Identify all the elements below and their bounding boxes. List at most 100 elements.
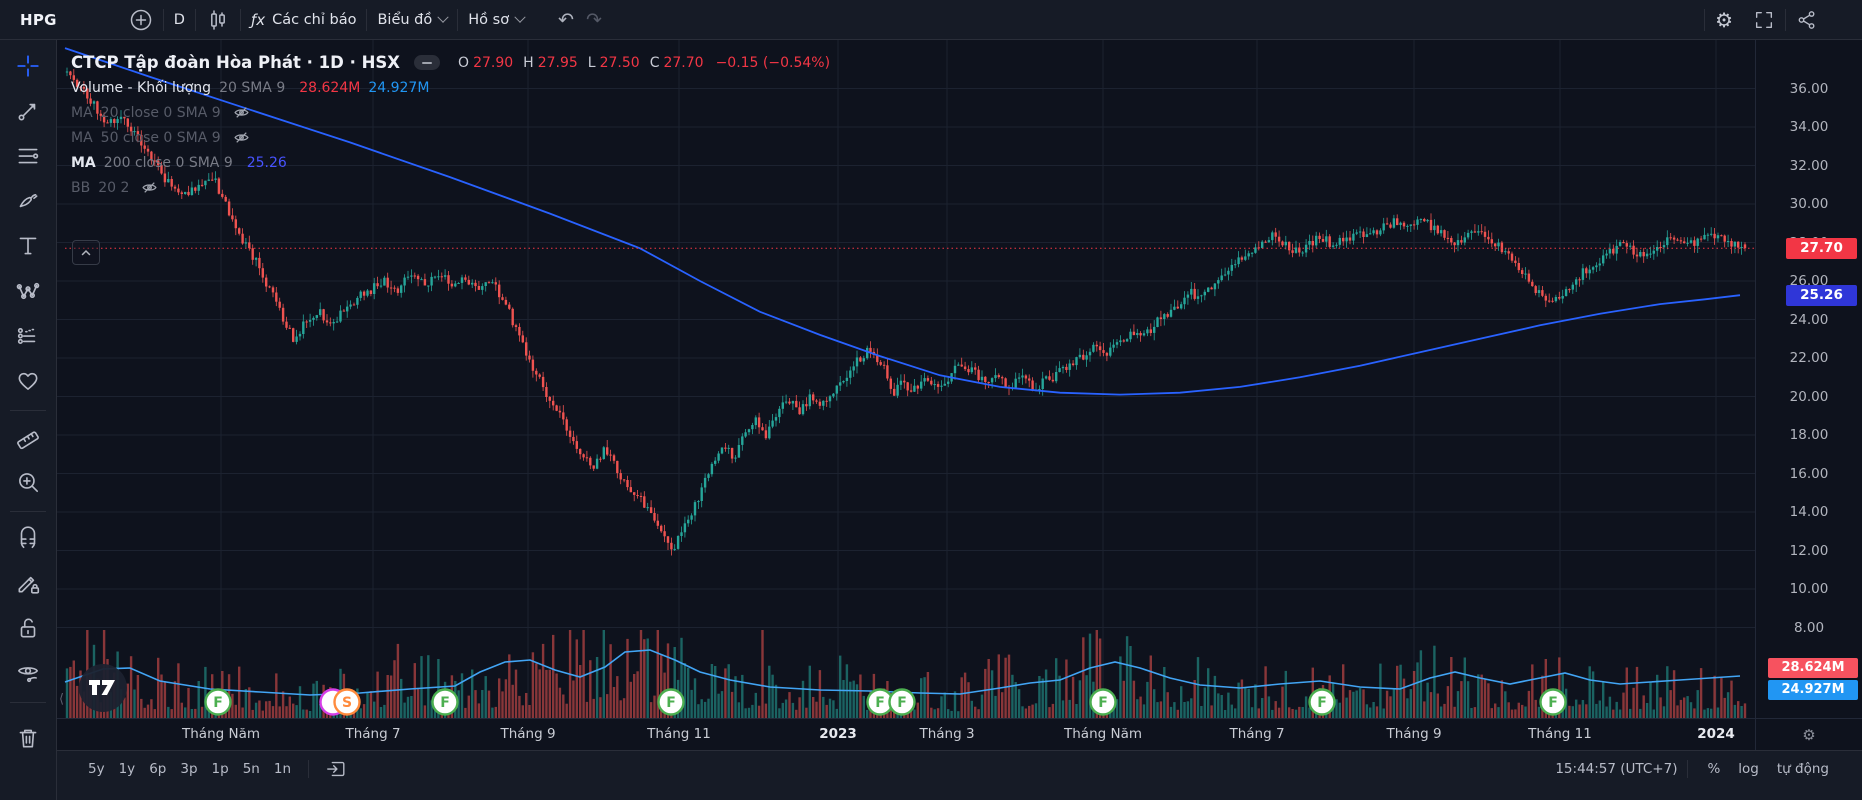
legend-row-ma50[interactable]: MA 50 close 0 SMA 9 [71, 125, 830, 150]
price-tick-label: 24.00 [1789, 312, 1829, 328]
forecast-icon [17, 328, 36, 344]
collapse-source-icon[interactable] [414, 55, 441, 70]
range-button-1m[interactable]: 1p [211, 760, 229, 777]
time-tick-label: Tháng 9 [500, 726, 556, 742]
brush-tool-button[interactable] [9, 182, 47, 220]
range-button-5y[interactable]: 5y [88, 760, 105, 777]
price-tick-label: 36.00 [1789, 81, 1829, 97]
timeline-marker-F[interactable]: F [866, 688, 894, 716]
timeline-marker-S[interactable]: S [333, 688, 361, 716]
volume-badge: 28.624M [1768, 658, 1858, 678]
timeline-marker-F[interactable]: F [1089, 688, 1117, 716]
measure-tool-button[interactable] [9, 418, 47, 456]
chart-style-button[interactable] [196, 0, 240, 40]
timeline-marker-F[interactable]: F [431, 688, 459, 716]
price-tick-label: 20.00 [1789, 389, 1829, 405]
price-tick-label: 16.00 [1789, 466, 1829, 482]
fib-lines-icon [18, 148, 39, 164]
chart-settings-button[interactable]: ⚙ [1705, 0, 1743, 40]
xabcd-pattern-icon [16, 282, 40, 300]
price-tick-label: 18.00 [1789, 427, 1829, 443]
collapse-legend-button[interactable] [72, 240, 100, 265]
range-button-3m[interactable]: 3p [180, 760, 198, 777]
price-axis[interactable]: 36.0034.0032.0030.0028.0026.0024.0022.00… [1755, 40, 1862, 718]
legend-row-ma200[interactable]: MA 200 close 0 SMA 9 25.26 [71, 154, 287, 171]
svg-text:F: F [1317, 695, 1327, 711]
legend-row-ma20[interactable]: MA 20 close 0 SMA 9 [71, 100, 830, 125]
time-axis[interactable]: Tháng Năm Tháng 7 Tháng 9 Tháng 11 2023 Tháng… [57, 718, 1755, 750]
clock-timezone-button[interactable]: 15:44:57 (UTC+7) [1555, 760, 1678, 777]
legend-row-bb[interactable]: BB 20 2 [71, 175, 830, 200]
lock-all-drawings-button[interactable] [9, 609, 47, 647]
timeline-marker-F[interactable]: F [204, 688, 232, 716]
timeline-marker-F[interactable]: F [657, 688, 685, 716]
lock-open-icon [20, 618, 36, 638]
compare-add-symbol-button[interactable] [119, 0, 163, 40]
tradingview-logo [79, 664, 127, 712]
interval-button[interactable]: D [173, 11, 185, 28]
indicators-button[interactable]: ƒx Các chỉ báo [250, 10, 357, 29]
gear-icon: ⚙ [1802, 725, 1816, 744]
range-button-6m[interactable]: 6p [149, 760, 167, 777]
log-scale-button[interactable]: log [1738, 760, 1759, 777]
text-tool-button[interactable] [9, 227, 47, 265]
eye-off-icon[interactable] [141, 179, 158, 196]
time-tick-label: Tháng 7 [1229, 726, 1285, 742]
eye-off-icon[interactable] [233, 104, 250, 121]
time-tick-label: Tháng 7 [345, 726, 401, 742]
change-value: −0.15 (−0.54%) [715, 54, 831, 71]
crosshair-tool-button[interactable] [9, 47, 47, 85]
time-tick-label: Tháng 3 [919, 726, 975, 742]
share-button[interactable] [1786, 0, 1828, 40]
instrument-title: CTCP Tập đoàn Hòa Phát · 1D · HSX [71, 53, 401, 72]
redo-button[interactable]: ↷ [585, 8, 602, 31]
volume-sma-value: 24.927M [368, 79, 430, 96]
timeline-marker-F[interactable]: F [1308, 688, 1336, 716]
legend-row-volume[interactable]: Volume - Khối lượng 20 SMA 9 28.624M 24.… [71, 79, 430, 96]
symbol-name[interactable]: HPG [20, 10, 57, 29]
fullscreen-button[interactable] [1743, 0, 1785, 40]
price-badge: 27.70 [1786, 238, 1857, 259]
svg-text:F: F [897, 695, 907, 711]
calendar-goto-icon [327, 761, 345, 776]
go-to-date-button[interactable] [319, 758, 353, 780]
chevron-up-icon [81, 249, 91, 255]
fib-retracement-tool-button[interactable] [9, 137, 47, 175]
eye-off-icon[interactable] [233, 129, 250, 146]
profile-menu-button[interactable]: Hồ sơ [458, 0, 534, 40]
timeline-marker-F[interactable]: F [1539, 688, 1567, 716]
time-tick-label: Tháng 11 [647, 726, 711, 742]
forecast-tool-button[interactable] [9, 317, 47, 355]
stay-in-drawing-mode-button[interactable] [9, 564, 47, 602]
undo-button[interactable]: ↶ [558, 8, 574, 31]
pencil-lock-icon [18, 576, 40, 594]
fullscreen-icon [1755, 11, 1773, 28]
percent-scale-button[interactable]: % [1707, 760, 1721, 777]
price-tick-label: 34.00 [1789, 119, 1829, 135]
range-button-1y[interactable]: 1y [118, 760, 136, 777]
time-tick-label: Tháng 11 [1528, 726, 1592, 742]
legend-main-row[interactable]: CTCP Tập đoàn Hòa Phát · 1D · HSX O 27.90… [71, 50, 830, 75]
volume-badge: 24.927M [1768, 680, 1858, 700]
time-axis-settings[interactable]: ⚙ [1755, 718, 1862, 750]
zoom-in-tool-button[interactable] [9, 463, 47, 501]
price-tick-label: 12.00 [1789, 543, 1829, 559]
price-tick-label: 30.00 [1789, 196, 1829, 212]
xabcd-pattern-tool-button[interactable] [9, 272, 47, 310]
auto-scale-button[interactable]: tự động [1776, 760, 1829, 777]
svg-text:F: F [440, 695, 450, 711]
emoji-tool-button[interactable] [9, 362, 47, 400]
trend-line-tool-button[interactable] [9, 92, 47, 130]
hide-drawings-button[interactable] [9, 654, 47, 692]
scroll-left-chevron-icon[interactable]: ⟨ [59, 692, 65, 707]
magnet-tool-button[interactable] [9, 519, 47, 557]
range-button-1d[interactable]: 1n [273, 760, 292, 777]
range-button-5d[interactable]: 5n [242, 760, 260, 777]
time-tick-label: 2023 [819, 726, 857, 742]
chart-menu-button[interactable]: Biểu đồ [367, 0, 457, 40]
timeline-marker-F[interactable]: F [888, 688, 916, 716]
remove-drawings-button[interactable] [9, 719, 47, 757]
text-tool-icon [19, 237, 37, 255]
